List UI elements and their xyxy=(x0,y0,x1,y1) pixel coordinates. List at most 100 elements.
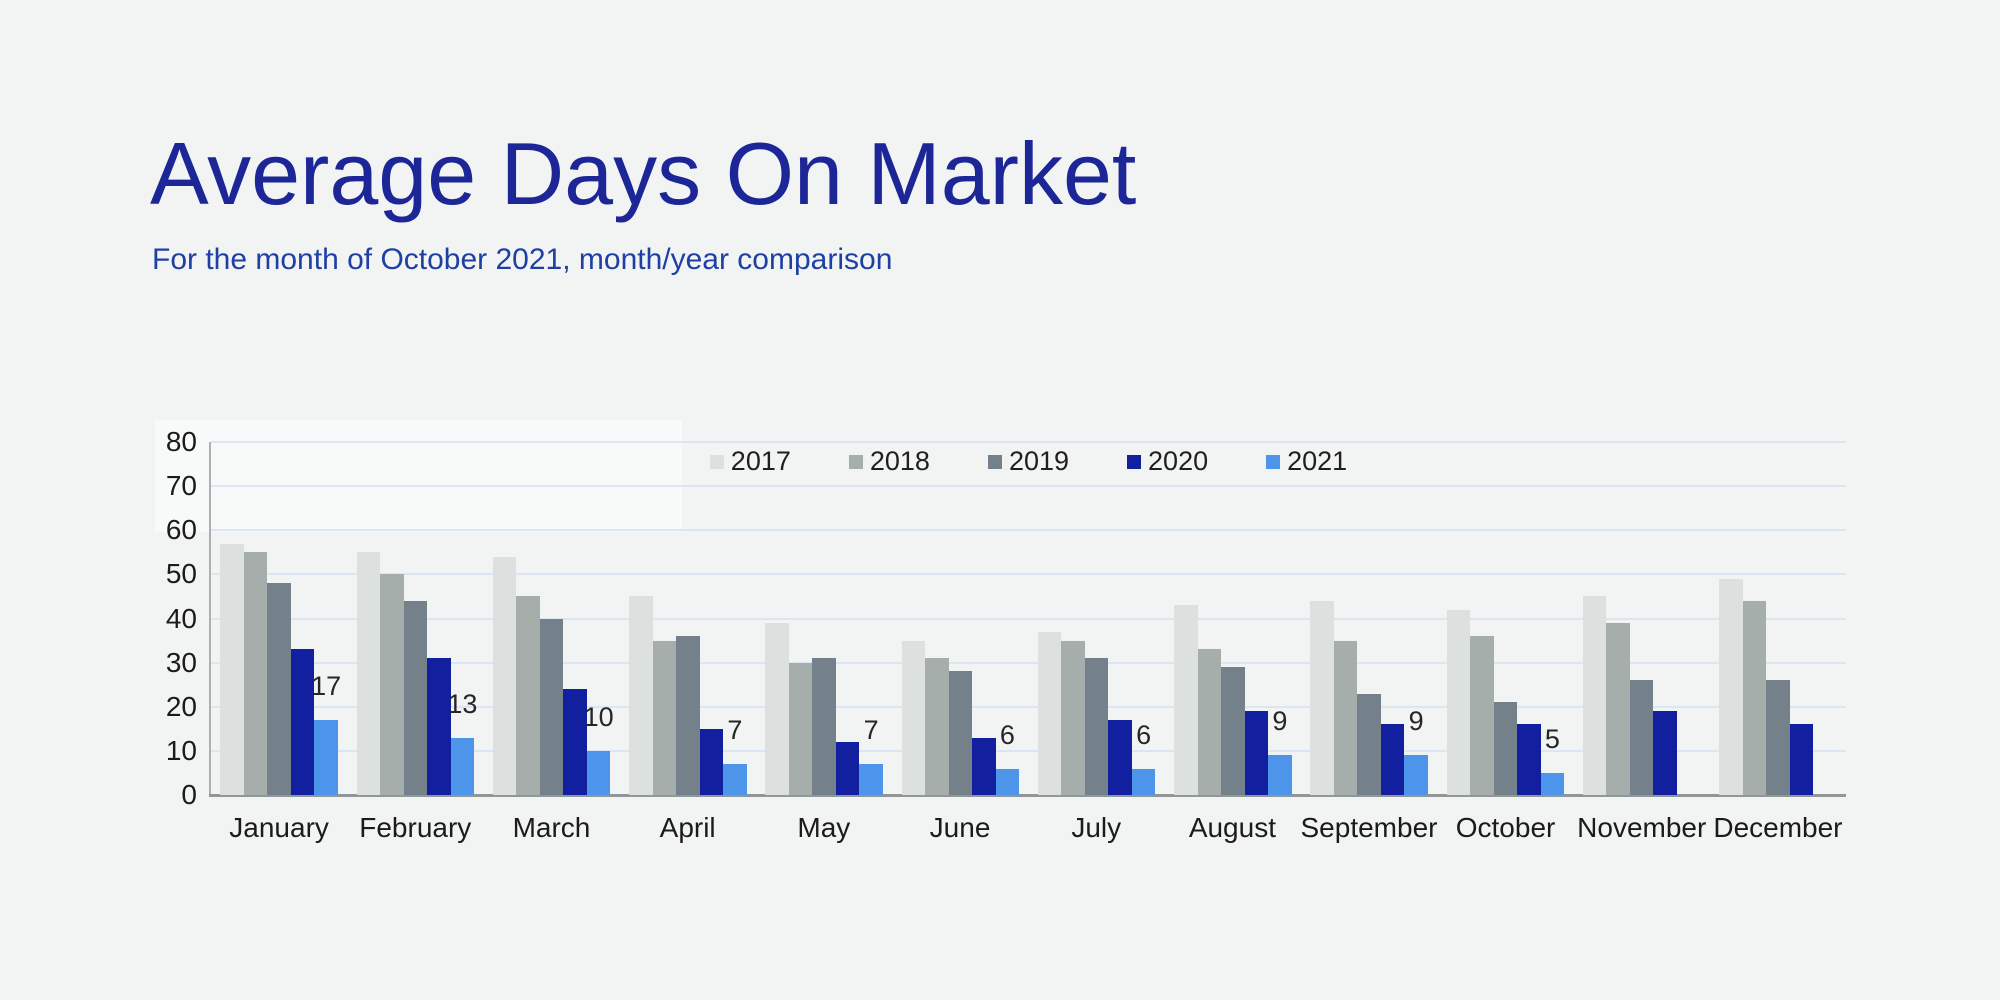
bar-2019-november xyxy=(1629,680,1654,795)
bar-group-august: 9 xyxy=(1165,442,1301,795)
bar-2017-december xyxy=(1719,578,1743,795)
bar-2018-september xyxy=(1333,640,1358,795)
bar-2018-october xyxy=(1470,636,1494,795)
x-axis-label-october: October xyxy=(1455,812,1556,843)
data-label-2021-july: 6 xyxy=(1136,719,1152,750)
legend-marker-2020 xyxy=(1127,454,1142,469)
bar-2021-june: 6 xyxy=(995,721,1020,795)
bar-group-june: 6 xyxy=(892,442,1028,795)
bar-2017-may xyxy=(765,622,789,795)
bar-2017-june xyxy=(901,640,926,795)
bar-2019-february xyxy=(403,600,428,795)
y-tick-label-80: 80 xyxy=(165,426,197,457)
bar-2020-july xyxy=(1108,720,1132,795)
bar-2019-july xyxy=(1084,658,1109,795)
data-label-2021-january: 17 xyxy=(311,671,342,701)
legend-item-2021: 2021 xyxy=(1266,448,1347,475)
y-tick-label-10: 10 xyxy=(165,734,197,766)
legend-label-2017: 2017 xyxy=(730,446,791,476)
bar-2018-january xyxy=(243,552,268,795)
gridline-20 xyxy=(211,705,1846,708)
y-tick-label-0: 0 xyxy=(181,779,197,810)
x-axis-label-january: January xyxy=(229,812,329,843)
bar-2019-december xyxy=(1766,680,1790,795)
data-label-2021-october: 5 xyxy=(1544,723,1560,754)
x-axis-label-august: August xyxy=(1188,812,1276,843)
bar-2019-march xyxy=(539,618,564,795)
bar-2020-september xyxy=(1380,724,1405,795)
x-axis-label-june: June xyxy=(929,812,991,843)
bar-2019-june xyxy=(948,671,973,795)
gridline-80 xyxy=(211,441,1846,443)
bar-2021-february: 13 xyxy=(447,690,477,795)
bar-group-january: 17 xyxy=(211,442,347,795)
bar-2021-august: 9 xyxy=(1268,707,1292,795)
bar-2021-july: 6 xyxy=(1131,721,1156,795)
data-label-2021-september: 9 xyxy=(1408,706,1424,737)
bar-2018-november xyxy=(1606,622,1630,795)
legend-label-2020: 2020 xyxy=(1148,446,1209,476)
bar-2020-march xyxy=(563,689,587,795)
bar-2020-may xyxy=(835,742,860,795)
data-label-2021-february: 13 xyxy=(447,688,478,719)
legend-item-2019: 2019 xyxy=(987,446,1070,476)
bar-2021-september: 9 xyxy=(1404,707,1428,795)
bar-2021-january: 17 xyxy=(311,672,341,795)
bar-2018-february xyxy=(380,574,404,795)
bar-2019-january xyxy=(267,583,291,795)
x-axis-label-december: December xyxy=(1713,812,1843,843)
x-axis-label-september: September xyxy=(1300,812,1438,843)
bar-2017-july xyxy=(1037,631,1062,795)
bar-group-april: 7 xyxy=(620,442,756,795)
bar-2017-november xyxy=(1582,596,1607,795)
y-tick-label-50: 50 xyxy=(165,558,197,590)
bar-2018-may xyxy=(788,662,813,795)
bar-2019-october xyxy=(1493,702,1518,795)
legend-label-2019: 2019 xyxy=(1008,446,1070,476)
bar-2018-april xyxy=(652,640,677,795)
bar-2020-january xyxy=(290,649,315,795)
legend-label-2021: 2021 xyxy=(1287,446,1348,476)
x-axis-label-july: July xyxy=(1071,812,1122,843)
background-highlight-panel xyxy=(155,420,682,532)
data-label-2021-august: 9 xyxy=(1272,706,1288,737)
x-axis-label-march: March xyxy=(512,812,591,843)
bar-group-march: 10 xyxy=(484,442,620,795)
x-axis-label-may: May xyxy=(797,812,851,843)
bar-group-september: 9 xyxy=(1301,442,1437,795)
bar-2017-april xyxy=(629,596,653,795)
legend-label-2018: 2018 xyxy=(869,446,930,476)
bar-2017-march xyxy=(492,556,517,795)
page-title: Average Days On Market xyxy=(150,124,1137,223)
bar-2020-october xyxy=(1517,724,1541,795)
legend-marker-2017 xyxy=(709,454,724,469)
bar-2017-january xyxy=(220,543,244,795)
x-axis-label-november: November xyxy=(1577,812,1707,843)
gridline-30 xyxy=(211,661,1846,664)
x-axis-label-april: April xyxy=(659,812,716,843)
legend-item-2017: 2017 xyxy=(709,446,791,476)
plot-area: 17 13 10 7 7 6 6 9 9 5 xyxy=(211,442,1846,795)
bar-2017-september xyxy=(1310,600,1334,795)
bar-2019-august xyxy=(1221,667,1245,795)
bar-2019-may xyxy=(812,658,836,795)
bar-2018-march xyxy=(516,596,540,795)
bar-2019-september xyxy=(1357,693,1381,795)
bar-2020-april xyxy=(699,728,724,795)
bar-2018-december xyxy=(1742,600,1767,795)
bar-2020-december xyxy=(1789,724,1814,795)
gridline-70 xyxy=(211,485,1846,488)
bar-group-december xyxy=(1710,442,1846,795)
bar-2020-february xyxy=(427,658,451,795)
bar-group-may: 7 xyxy=(756,442,892,795)
y-tick-label-20: 20 xyxy=(165,690,197,722)
bar-2020-june xyxy=(972,737,996,795)
bar-2017-august xyxy=(1174,605,1198,795)
data-label-2021-march: 10 xyxy=(583,701,614,732)
bar-2020-august xyxy=(1244,711,1269,795)
bar-group-july: 6 xyxy=(1029,442,1165,795)
bar-2018-june xyxy=(925,658,949,795)
gridline-60 xyxy=(211,529,1846,532)
bar-2021-march: 10 xyxy=(584,703,614,795)
legend-marker-2019 xyxy=(987,454,1002,469)
